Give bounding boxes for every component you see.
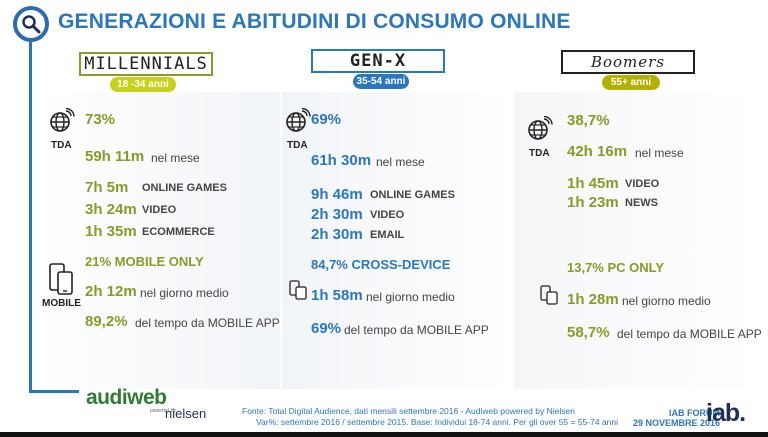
search-icon [22,15,41,34]
boomers-tda-label: TDA [529,148,550,159]
boomers-app-pct: 58,7% [567,324,610,341]
genx-tda-pct: 69% [311,111,342,128]
millennials-app-desc: del tempo da MOBILE APP [135,316,280,330]
powered-by-label: powered by [150,408,176,414]
globe-icon [528,116,553,140]
boomers-time-desc: nel mese [635,146,684,160]
genx-mobile-time-desc: nel giorno medio [366,290,455,304]
accent-line-horizontal [29,390,79,393]
boomers-pc-only: 13,7% PC ONLY [567,260,665,275]
source-note: Fonte: Total Digital Audience, dati mens… [242,406,618,428]
genx-app-desc: del tempo da MOBILE APP [344,323,489,337]
millennials-activity-2-value: 3h 24m [85,201,137,218]
millennials-mobile-label: MOBILE [42,298,81,309]
genx-panel [282,92,512,389]
boomers-activity-1-value: 1h 45m [567,175,619,192]
bottom-border [0,432,768,437]
millennials-heading: MILLENNIALS [79,52,213,76]
genx-activity-3-value: 2h 30m [311,226,363,243]
millennials-app-pct: 89,2% [85,313,128,330]
boomers-age-badge: 55+ anni [602,75,660,90]
boomers-app-desc: del tempo da MOBILE APP [617,327,762,341]
genx-tda-label: TDA [287,140,308,151]
millennials-time-value: 59h 11m [85,148,145,165]
nielsen-logo: nielsen [165,406,207,421]
boomers-activity-1-label: VIDEO [625,178,660,190]
boomers-tda-pct: 38,7% [567,112,610,129]
millennials-activity-2-label: VIDEO [142,204,177,216]
tablet-icon [540,285,558,305]
source-line-2: Var%: settembre 2016 / settembre 2015. B… [256,417,619,427]
boomers-panel [514,92,754,389]
boomers-time-value: 42h 16m [567,143,628,160]
millennials-activity-3-label: ECOMMERCE [142,226,215,238]
genx-heading: GEN-X [311,49,445,73]
boomers-activity-2-label: NEWS [625,197,658,209]
globe-icon [286,108,311,132]
millennials-activity-1-value: 7h 5m [85,179,129,196]
millennials-activity-1-label: ONLINE GAMES [142,182,227,194]
genx-cross-device: 84,7% CROSS-DEVICE [311,257,451,272]
genx-time-desc: nel mese [376,155,425,169]
millennials-mobile-only: 21% MOBILE ONLY [85,254,204,269]
boomers-mobile-time-desc: nel giorno medio [622,294,711,308]
iab-logo: iab. [706,399,746,427]
millennials-time-desc: nel mese [151,151,200,165]
genx-activity-2-value: 2h 30m [311,206,363,223]
genx-activity-1-label: ONLINE GAMES [370,189,455,201]
smartphone-icon [49,263,73,295]
genx-mobile-time: 1h 58m [311,287,363,304]
accent-line-vertical [29,42,32,393]
forum-name: IAB FORUM [669,408,721,418]
boomers-heading: Boomers [561,50,695,74]
audiweb-logo: audiweb [86,386,167,409]
millennials-panel [38,92,280,389]
genx-time-value: 61h 30m [311,152,372,169]
genx-age-badge: 35-54 anni [353,74,409,89]
genx-activity-2-label: VIDEO [370,209,405,221]
boomers-activity-2-value: 1h 23m [567,194,619,211]
millennials-age-badge: 18 -34 anni [110,77,176,92]
forum-date: 29 NOVEMBRE 2016 [633,418,721,428]
page-title: GENERAZIONI E ABITUDINI DI CONSUMO ONLIN… [58,10,571,33]
genx-activity-3-label: EMAIL [370,229,405,241]
millennials-activity-3-value: 1h 35m [85,223,137,240]
source-line-1: Fonte: Total Digital Audience, dati mens… [242,406,575,416]
millennials-mobile-time-desc: nel giorno medio [140,286,229,300]
tablet-icon [289,280,307,300]
millennials-mobile-time: 2h 12m [85,283,137,300]
globe-icon [50,108,75,132]
boomers-mobile-time: 1h 28m [567,291,619,308]
millennials-tda-pct: 73% [85,111,116,128]
genx-activity-1-value: 9h 46m [311,186,363,203]
iab-forum-info: IAB FORUM 29 NOVEMBRE 2016 [633,408,720,428]
search-icon-badge [13,6,49,42]
millennials-tda-label: TDA [51,140,72,151]
genx-app-pct: 69% [311,320,342,337]
